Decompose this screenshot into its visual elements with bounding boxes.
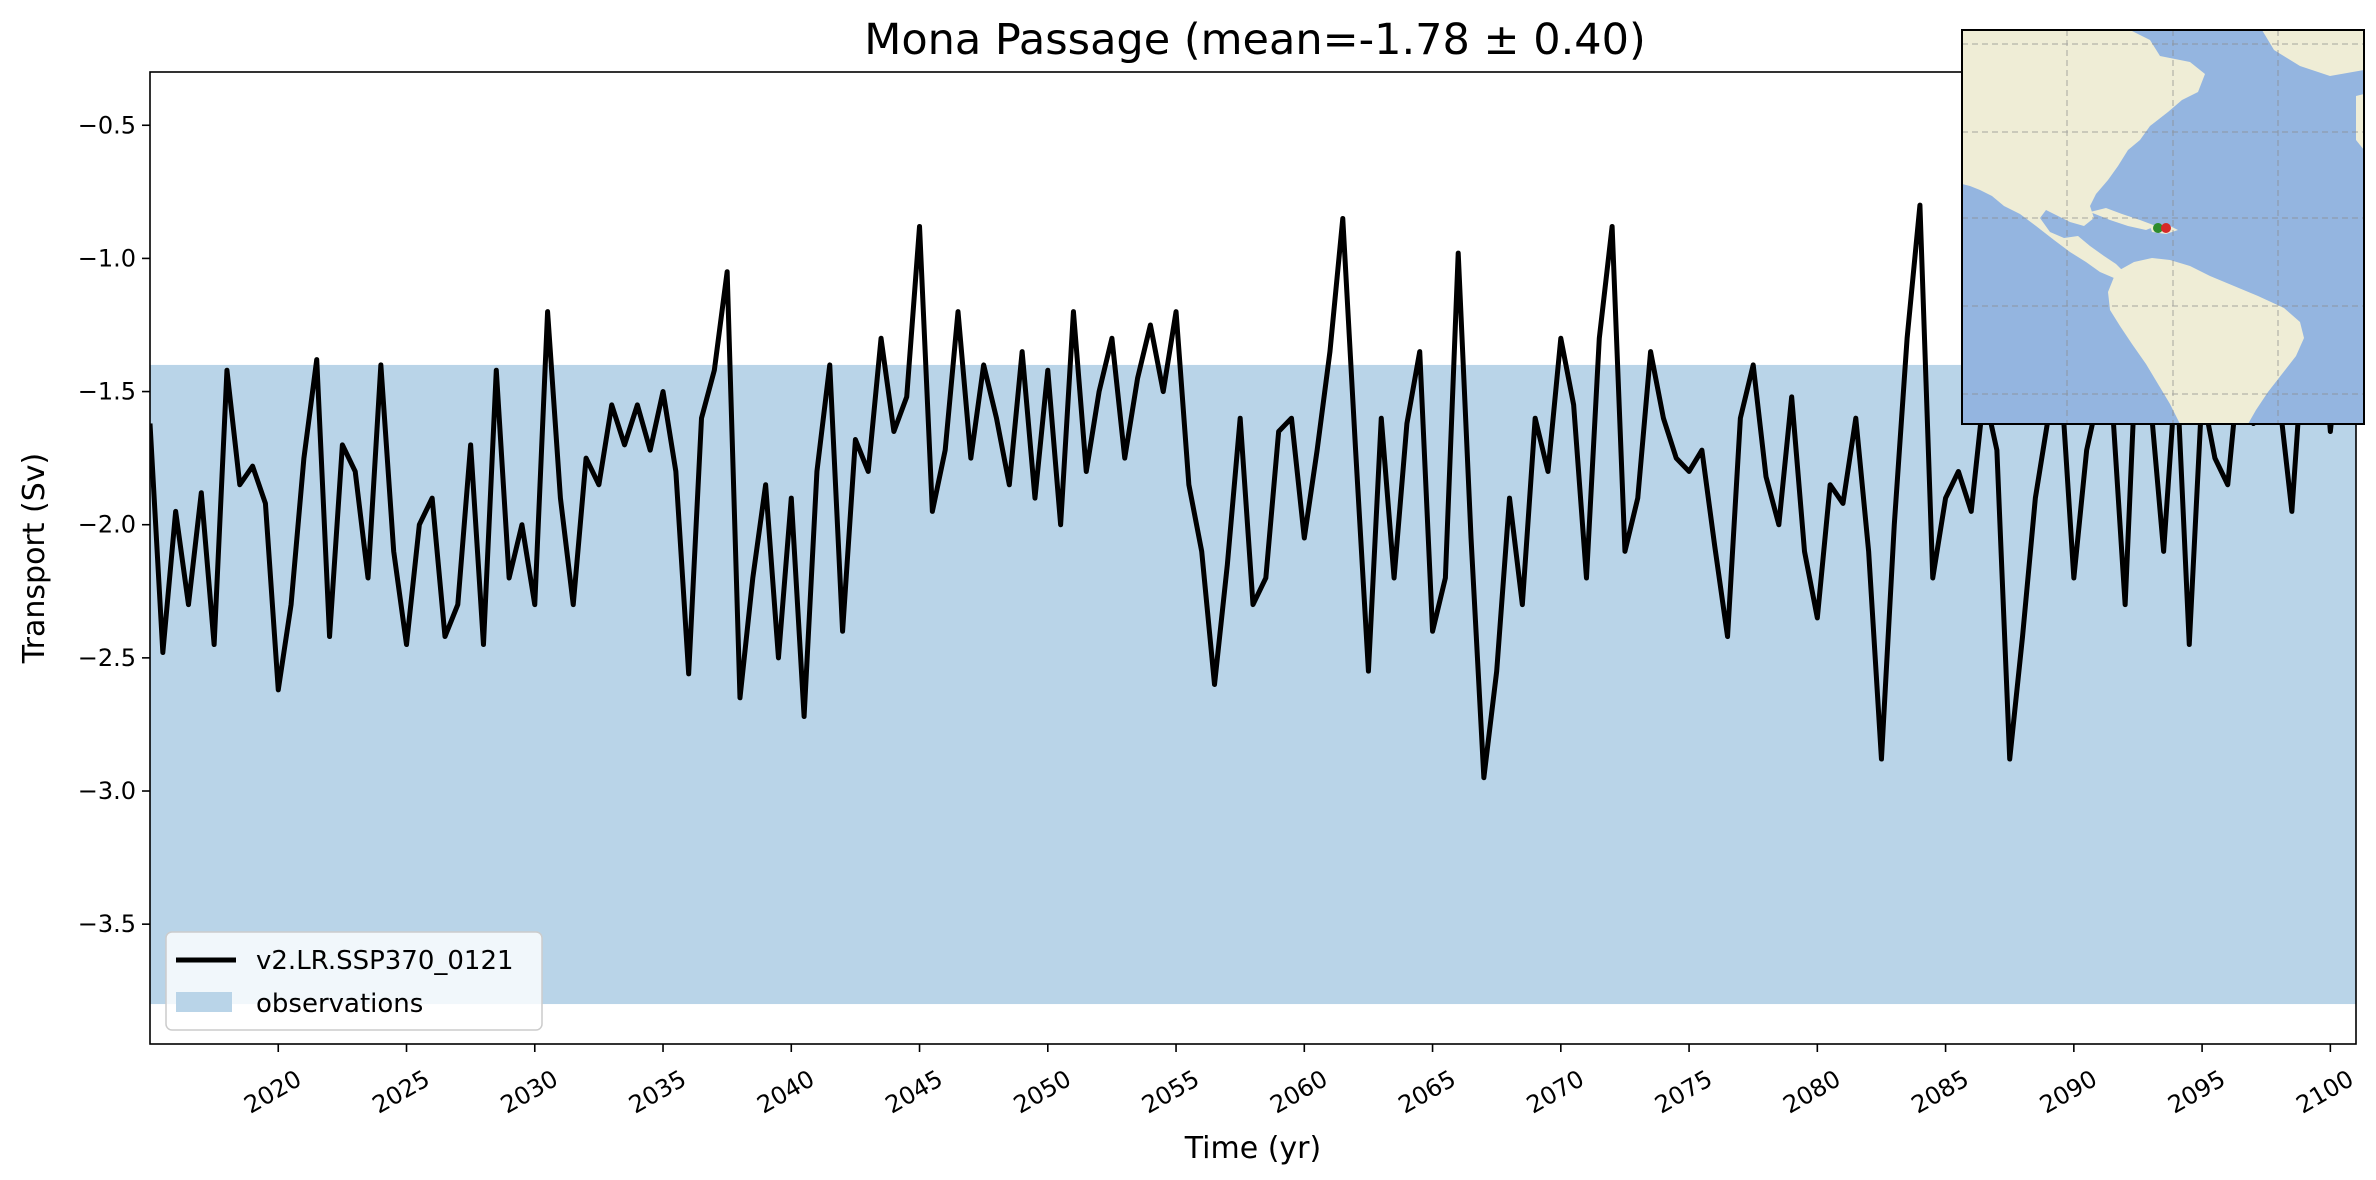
y-tick-label: −2.5 [78, 644, 136, 672]
y-axis: −0.5 −1.0 −1.5 −2.0 −2.5 −3.0 −3.5 [78, 111, 150, 938]
legend-series-label: v2.LR.SSP370_0121 [256, 946, 514, 976]
map-land-south-america [2108, 258, 2304, 424]
x-tick-label: 2080 [1778, 1065, 1845, 1120]
y-tick-label: −1.5 [78, 378, 136, 406]
legend: v2.LR.SSP370_0121 observations [165, 931, 543, 1031]
inset-map [1961, 29, 2365, 425]
y-tick-label: −2.0 [78, 511, 136, 539]
map-land-cuba [2090, 208, 2156, 230]
x-tick-label: 2070 [1522, 1065, 1589, 1120]
x-tick-label: 2055 [1137, 1065, 1204, 1120]
map-gridlines [1962, 30, 2364, 424]
legend-observations-label: observations [256, 989, 423, 1019]
x-tick-label: 2020 [239, 1065, 306, 1120]
x-tick-label: 2035 [624, 1065, 691, 1120]
x-tick-label: 2065 [1394, 1065, 1461, 1120]
observations-band [150, 364, 2356, 1005]
map-land-europe [2356, 94, 2364, 150]
y-tick-label: −3.5 [78, 910, 136, 938]
legend-box [165, 931, 543, 1031]
axes-frame [149, 71, 2357, 1045]
x-tick-label: 2060 [1265, 1065, 1332, 1120]
x-tick-label: 2040 [752, 1065, 819, 1120]
x-tick-label: 2050 [1009, 1065, 1076, 1120]
x-tick-label: 2030 [496, 1065, 563, 1120]
y-tick-label: −1.0 [78, 244, 136, 272]
x-tick-label: 2090 [2035, 1065, 2102, 1120]
x-tick-label: 2085 [1907, 1065, 1974, 1120]
plot-area [150, 202, 2356, 1005]
y-axis-label: Transport (Sv) [17, 453, 52, 665]
x-tick-label: 2045 [881, 1065, 948, 1120]
map-marker-red [2161, 223, 2171, 233]
map-marker-green [2153, 223, 2163, 233]
x-tick-label: 2025 [368, 1065, 435, 1120]
x-tick-label: 2075 [1650, 1065, 1717, 1120]
chart-title: Mona Passage (mean=-1.78 ± 0.40) [864, 15, 1646, 65]
map-land-north-america [1962, 30, 2205, 278]
y-tick-label: −3.0 [78, 777, 136, 805]
map-land-greenland [2262, 30, 2364, 76]
series-line [150, 202, 2356, 781]
y-tick-label: −0.5 [78, 111, 136, 139]
x-axis-label: Time (yr) [1184, 1131, 1321, 1166]
legend-band-swatch [176, 992, 232, 1012]
x-tick-label: 2100 [2291, 1065, 2358, 1120]
inset-map-frame [1961, 29, 2365, 425]
x-axis: 2020 2025 2030 2035 2040 2045 2050 2055 2060 2065… [239, 1044, 2358, 1119]
x-tick-label: 2095 [2163, 1065, 2230, 1120]
